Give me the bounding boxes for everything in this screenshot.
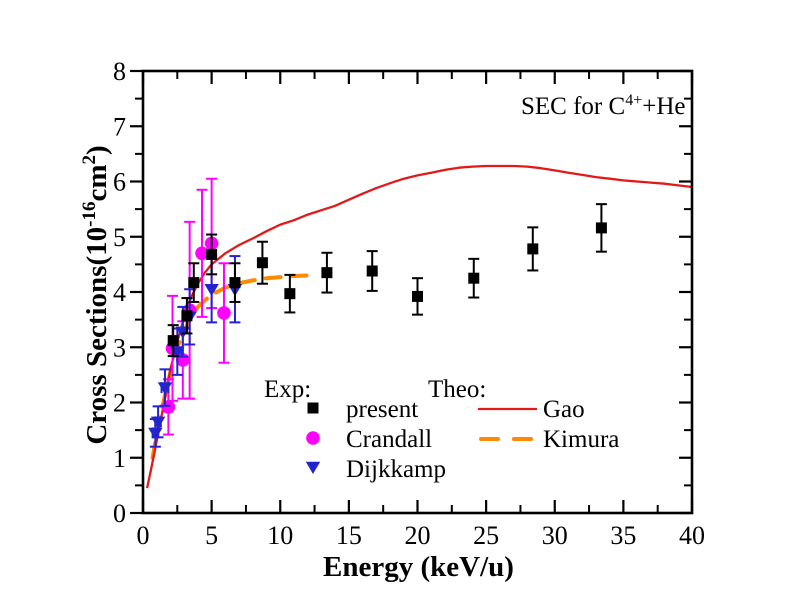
data-point xyxy=(412,290,423,302)
y-tick-label: 3 xyxy=(113,333,126,362)
y-tick-label: 0 xyxy=(113,499,126,528)
data-point xyxy=(229,277,241,289)
legend-exp-header: Exp: xyxy=(264,376,311,403)
data-point xyxy=(307,402,319,414)
x-tick-label: 20 xyxy=(405,521,431,550)
data-point xyxy=(181,310,193,322)
legend-item-present: present xyxy=(307,396,418,423)
x-tick-label: 5 xyxy=(205,521,218,550)
x-axis-title: Energy (keV/u) xyxy=(323,551,514,583)
data-point xyxy=(206,248,218,260)
legend-item-dijkkamp: Dijkkamp xyxy=(305,456,446,483)
data-point xyxy=(366,265,378,277)
data-point xyxy=(157,382,173,395)
y-tick-label: 4 xyxy=(113,278,126,307)
x-tick-label: 40 xyxy=(679,521,705,550)
legend-item-gao: Gao xyxy=(478,396,585,423)
x-tick-label: 15 xyxy=(336,521,362,550)
data-point xyxy=(527,243,539,255)
tick-labels: 0 5 10 15 20 25 30 35 40 0 1 2 3 4 5 6 7 8 xyxy=(113,57,705,550)
x-tick-label: 10 xyxy=(267,521,293,550)
legend-label: present xyxy=(346,396,418,423)
x-tick-label: 0 xyxy=(137,521,150,550)
data-point xyxy=(161,400,176,414)
y-tick-label: 2 xyxy=(113,389,126,418)
legend-label: Kimura xyxy=(543,426,619,453)
data-point xyxy=(306,431,320,445)
y-axis-title: Cross Sections(10-16cm2) xyxy=(79,145,113,444)
legend: Exp: Theo: present Crandall Dijkkamp Gao Kimur… xyxy=(264,376,619,483)
data-point xyxy=(150,416,166,429)
y-tick-label: 6 xyxy=(113,168,126,197)
data-point xyxy=(204,284,219,297)
data-point xyxy=(256,257,268,269)
data-point xyxy=(468,272,480,284)
x-tick-label: 25 xyxy=(473,521,499,550)
legend-label: Dijkkamp xyxy=(346,456,446,483)
axis-ticks xyxy=(130,69,694,515)
chart-annotation: SEC for C4++He xyxy=(521,92,685,120)
y-tick-label: 8 xyxy=(113,57,126,86)
legend-label: Gao xyxy=(543,396,585,423)
y-tick-label: 1 xyxy=(113,444,126,473)
series-layer xyxy=(145,164,693,489)
data-point xyxy=(195,246,209,261)
data-point xyxy=(217,306,231,320)
legend-item-crandall: Crandall xyxy=(306,426,432,453)
x-tick-label: 30 xyxy=(542,521,568,550)
data-point xyxy=(188,277,200,289)
legend-label: Crandall xyxy=(346,426,432,453)
data-point xyxy=(595,222,607,234)
x-tick-label: 35 xyxy=(610,521,636,550)
data-point xyxy=(284,288,296,300)
y-tick-label: 7 xyxy=(113,112,126,141)
series-present xyxy=(167,203,607,358)
data-point xyxy=(305,461,321,474)
data-point xyxy=(321,267,333,279)
legend-theo-header: Theo: xyxy=(428,376,486,403)
legend-item-kimura: Kimura xyxy=(479,426,619,453)
y-tick-label: 5 xyxy=(113,223,126,252)
data-point xyxy=(167,335,179,347)
